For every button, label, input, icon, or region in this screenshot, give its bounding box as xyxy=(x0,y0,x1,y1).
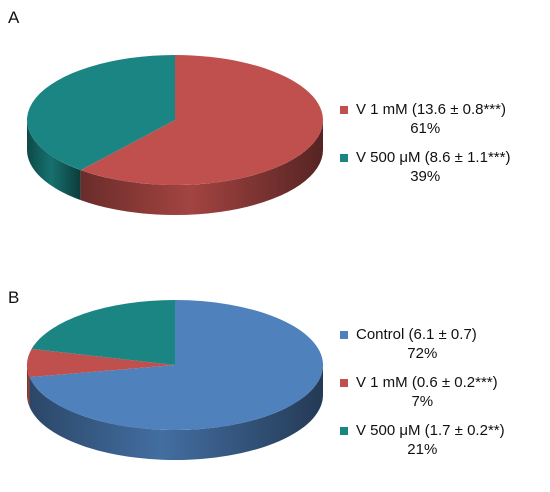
legend-swatch xyxy=(340,153,348,162)
legend-label: V 500 μM (8.6 ± 1.1***) xyxy=(356,149,511,166)
legend-label: V 1 mM (13.6 ± 0.8***) xyxy=(356,101,506,118)
legend-item: V 500 μM (1.7 ± 0.2**) 21% xyxy=(340,421,505,459)
legend-percent: 7% xyxy=(411,393,434,410)
pie-side-b-1 xyxy=(27,365,30,408)
pie-slice-b-2 xyxy=(31,300,176,365)
pie-slice-b-1 xyxy=(26,348,175,378)
legend-item: Control (6.1 ± 0.7) 72% xyxy=(340,325,505,363)
pie-slice-a-1 xyxy=(26,55,175,171)
legend-item: V 500 μM (8.6 ± 1.1***) 39% xyxy=(340,148,510,186)
pie-side-b-0 xyxy=(29,365,323,460)
pie-slice-a-0 xyxy=(80,55,323,185)
legend-percent: 39% xyxy=(410,168,441,185)
legend-swatch xyxy=(340,378,348,387)
legend-label: V 1 mM (0.6 ± 0.2***) xyxy=(356,374,498,391)
legend-swatch xyxy=(340,330,348,339)
panel-label-a: A xyxy=(8,8,20,27)
legend-item: V 1 mM (13.6 ± 0.8***) 61% xyxy=(340,100,510,138)
legend-percent: 61% xyxy=(410,120,441,137)
pie-b xyxy=(26,300,324,460)
legend-item: V 1 mM (0.6 ± 0.2***) 7% xyxy=(340,373,505,411)
legend-swatch xyxy=(340,105,348,114)
legend-b: Control (6.1 ± 0.7) 72% V 1 mM (0.6 ± 0.2*… xyxy=(340,325,505,469)
pie-side-a-0 xyxy=(80,120,323,215)
legend-a: V 1 mM (13.6 ± 0.8***) 61% V 500 μM (8.6 ±… xyxy=(340,100,510,196)
legend-label: Control (6.1 ± 0.7) xyxy=(356,326,477,343)
pie-a xyxy=(26,55,323,215)
legend-percent: 21% xyxy=(407,441,438,458)
legend-percent: 72% xyxy=(407,345,438,362)
legend-swatch xyxy=(340,426,348,435)
pie-side-a-1 xyxy=(27,120,81,201)
legend-label: V 500 μM (1.7 ± 0.2**) xyxy=(356,422,505,439)
pie-slice-b-0 xyxy=(29,300,324,430)
panel-label-b: B xyxy=(8,288,20,307)
